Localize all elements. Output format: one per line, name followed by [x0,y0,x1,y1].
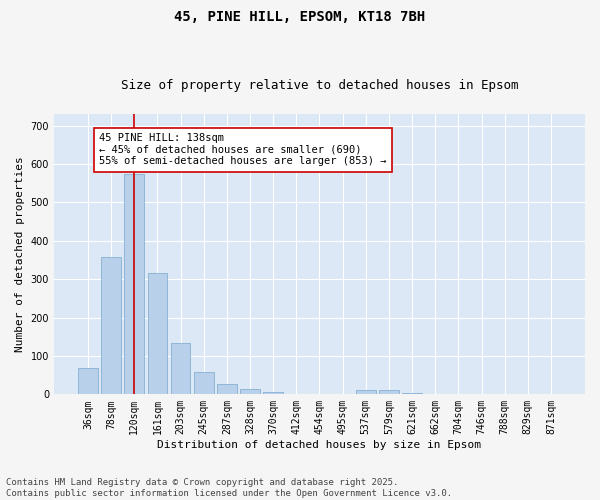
Bar [170,344,190,394]
Y-axis label: Number of detached properties: Number of detached properties [15,156,25,352]
Title: Size of property relative to detached houses in Epsom: Size of property relative to detached ho… [121,79,518,92]
Bar [148,274,167,394]
Bar [78,368,98,394]
Bar [356,390,376,394]
Bar [124,174,144,394]
Bar [217,384,236,394]
Text: 45, PINE HILL, EPSOM, KT18 7BH: 45, PINE HILL, EPSOM, KT18 7BH [175,10,425,24]
Bar [194,372,214,394]
Bar [402,393,422,394]
Bar [263,392,283,394]
Bar [379,390,399,394]
Text: Contains HM Land Registry data © Crown copyright and database right 2025.
Contai: Contains HM Land Registry data © Crown c… [6,478,452,498]
X-axis label: Distribution of detached houses by size in Epsom: Distribution of detached houses by size … [157,440,481,450]
Bar [101,257,121,394]
Text: 45 PINE HILL: 138sqm
← 45% of detached houses are smaller (690)
55% of semi-deta: 45 PINE HILL: 138sqm ← 45% of detached h… [100,133,387,166]
Bar [240,388,260,394]
